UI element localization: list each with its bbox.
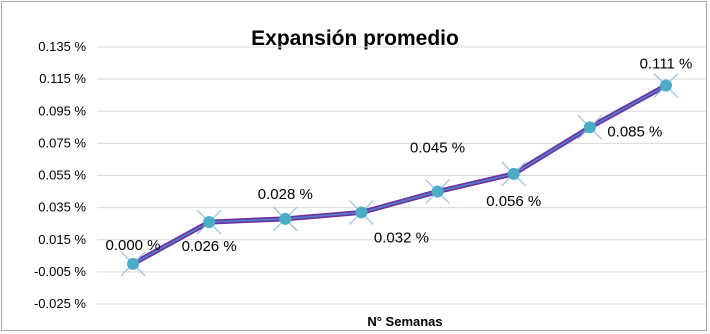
y-tick-label: 0.035 %	[38, 200, 86, 215]
data-label: 0.085 %	[607, 123, 662, 140]
data-point	[120, 251, 146, 277]
data-label: 0.032 %	[374, 229, 429, 246]
y-tick-label: 0.055 %	[38, 168, 86, 183]
data-point	[272, 206, 298, 232]
data-label: 0.045 %	[410, 140, 465, 157]
data-point	[196, 209, 222, 235]
data-point	[348, 199, 374, 225]
data-label: 0.000 %	[105, 237, 160, 254]
y-tick-label: 0.095 %	[38, 103, 86, 118]
y-axis-tick-labels: -0.025 % -0.005 % 0.015 % 0.035 % 0.055 % 0.0…	[34, 39, 86, 311]
series-line	[132, 84, 667, 265]
data-label: 0.026 %	[182, 238, 237, 255]
y-tick-label: 0.015 %	[38, 232, 86, 247]
data-labels: 0.000 % 0.026 % 0.028 % 0.032 % 0.045 % 0.056…	[105, 56, 692, 256]
data-point	[501, 161, 527, 187]
gridlines	[97, 46, 706, 305]
series-markers	[120, 73, 679, 277]
data-point	[577, 114, 603, 140]
y-tick-label: 0.075 %	[38, 135, 86, 150]
chart-title: Expansión promedio	[251, 27, 459, 50]
data-point	[425, 179, 451, 205]
data-label: 0.056 %	[486, 193, 541, 210]
data-label: 0.111 %	[640, 56, 693, 73]
series-lines	[131, 83, 668, 267]
data-label: 0.028 %	[258, 186, 313, 203]
y-tick-label: -0.005 %	[34, 264, 86, 279]
y-tick-label: -0.025 %	[34, 296, 86, 311]
y-tick-label: 0.135 %	[38, 39, 86, 54]
y-tick-label: 0.115 %	[39, 71, 86, 86]
data-point	[653, 73, 679, 99]
x-axis-title: N° Semanas	[367, 314, 442, 329]
